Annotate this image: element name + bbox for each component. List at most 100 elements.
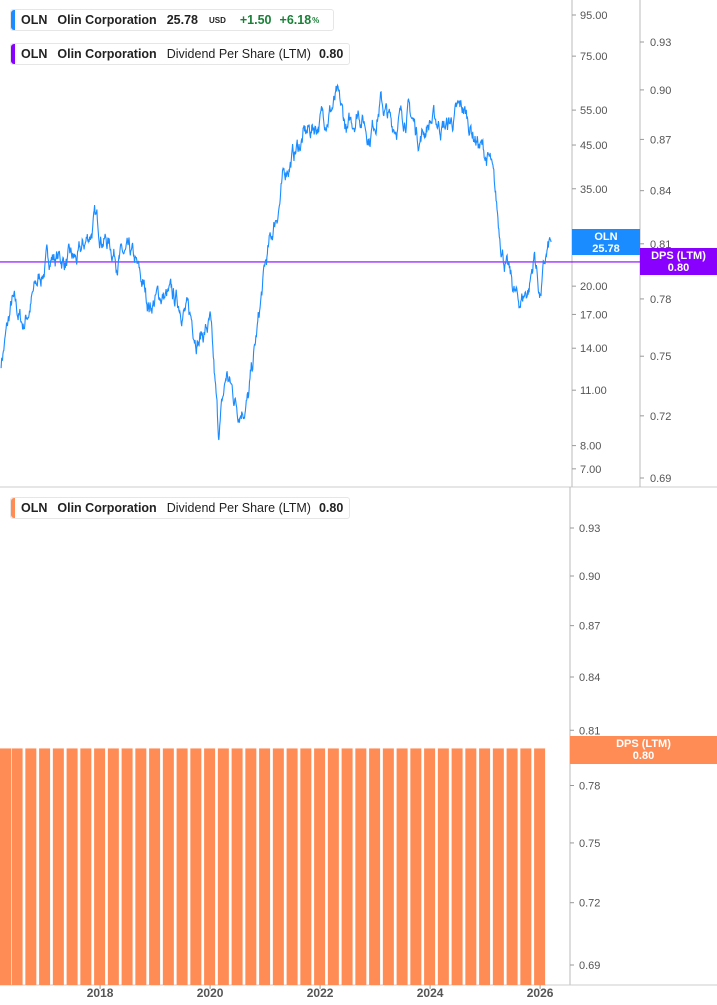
dividend-bar [327, 748, 339, 985]
dividend-bar [94, 748, 106, 985]
dividend-bar [149, 748, 161, 985]
x-tick-label: 2022 [307, 986, 334, 1000]
dps-tick-label: 0.87 [650, 134, 671, 146]
price-tick-label: 95.00 [580, 10, 608, 22]
dividend-bar [341, 748, 353, 985]
bottom-tick-label: 0.93 [579, 523, 600, 535]
dividend-bar [300, 748, 312, 985]
ticker: OLN [21, 13, 48, 27]
dividend-bar [534, 748, 546, 985]
currency: USD [208, 15, 226, 25]
price-tick-label: 35.00 [580, 184, 608, 196]
dividend-bar [162, 748, 174, 985]
dividend-bar [176, 748, 188, 985]
dps-tick-label: 0.72 [650, 411, 671, 423]
bottom-tick-label: 0.84 [579, 672, 600, 684]
metric: Dividend Per Share (LTM) [166, 47, 311, 61]
company-name: Olin Corporation [57, 501, 157, 515]
dividend-bar [286, 748, 298, 985]
legend-dps-bottom[interactable]: OLN Olin Corporation Dividend Per Share … [10, 497, 351, 519]
dividend-bar [369, 748, 381, 985]
dividend-bar [190, 748, 202, 985]
price-tick-label: 7.00 [580, 464, 601, 476]
dividend-bar [479, 748, 491, 985]
legend-color [11, 44, 15, 64]
dividend-bar [451, 748, 463, 985]
price-line [0, 83, 552, 441]
dividend-bar [465, 748, 477, 985]
dividend-bar [424, 748, 436, 985]
dps-tick-label: 0.78 [650, 294, 671, 306]
bottom-tick-label: 0.87 [579, 621, 600, 633]
price-tick-label: 14.00 [580, 343, 608, 355]
change: +1.50 [239, 13, 272, 27]
dividend-bar [272, 748, 284, 985]
price-tick-label: 8.00 [580, 441, 601, 453]
bottom-tick-label: 0.72 [579, 898, 600, 910]
bottom-tick-label: 0.78 [579, 781, 600, 793]
company-name: Olin Corporation [57, 13, 157, 27]
pct-sign: % [312, 15, 320, 25]
dividend-bar [204, 748, 216, 985]
dps-top-tag: DPS (LTM) 0.80 [640, 248, 717, 275]
price-tick-label: 20.00 [580, 281, 608, 293]
dps-tick-label: 0.93 [650, 37, 671, 49]
legend-color [11, 10, 15, 30]
ticker: OLN [21, 501, 48, 515]
ticker: OLN [21, 47, 48, 61]
dividend-bar [52, 748, 64, 985]
tag-value: 25.78 [592, 243, 620, 255]
x-tick-label: 2020 [197, 986, 224, 1000]
dividend-bar [492, 748, 504, 985]
dividend-bar [0, 748, 11, 985]
x-tick-label: 2024 [417, 986, 444, 1000]
dividend-bar [39, 748, 51, 985]
legend-color [11, 498, 15, 518]
tag-value: 0.80 [667, 262, 690, 274]
price-tick-label: 17.00 [580, 309, 608, 321]
dividend-bar [506, 748, 518, 985]
dividend-bar [259, 748, 271, 985]
price-tick-label: 11.00 [580, 385, 607, 397]
dividend-bar [11, 748, 23, 985]
dividend-bar [217, 748, 229, 985]
x-tick-label: 2018 [87, 986, 114, 1000]
price-tick-label: 55.00 [580, 105, 608, 117]
dividend-bar [80, 748, 92, 985]
value: 0.80 [318, 47, 344, 61]
price-tick-label: 75.00 [580, 51, 608, 63]
tag-label: DPS (LTM) [616, 738, 671, 750]
bottom-tick-label: 0.81 [579, 725, 600, 737]
tag-label: OLN [594, 231, 618, 243]
dps-tick-label: 0.69 [650, 473, 671, 485]
dividend-bar [121, 748, 133, 985]
dividend-bar [382, 748, 394, 985]
dividend-bar [437, 748, 449, 985]
tag-label: DPS (LTM) [651, 250, 706, 262]
dividend-bar [231, 748, 243, 985]
dps-tick-label: 0.90 [650, 85, 671, 97]
dividend-bar [410, 748, 422, 985]
dividend-bar [66, 748, 78, 985]
dividend-bar [135, 748, 147, 985]
bottom-tick-label: 0.90 [579, 571, 600, 583]
tag-value: 0.80 [632, 750, 655, 762]
metric: Dividend Per Share (LTM) [166, 501, 311, 515]
legend-price[interactable]: OLN Olin Corporation 25.78 USD +1.50 +6.1… [10, 9, 335, 31]
dividend-bar [396, 748, 408, 985]
dividend-bar [314, 748, 326, 985]
bottom-tick-label: 0.75 [579, 838, 600, 850]
change-pct: +6.18 [279, 13, 312, 27]
bottom-tick-label: 0.69 [579, 960, 600, 972]
price-tick-label: 45.00 [580, 140, 608, 152]
price: 25.78 [166, 13, 198, 27]
legend-dps-top[interactable]: OLN Olin Corporation Dividend Per Share … [10, 43, 351, 65]
dps-tick-label: 0.75 [650, 351, 671, 363]
dps-tick-label: 0.84 [650, 186, 671, 198]
x-tick-label: 2026 [527, 986, 554, 1000]
dividend-bar [25, 748, 37, 985]
value: 0.80 [318, 501, 344, 515]
dividend-bar [107, 748, 119, 985]
dps-bottom-tag: DPS (LTM) 0.80 [570, 736, 717, 764]
